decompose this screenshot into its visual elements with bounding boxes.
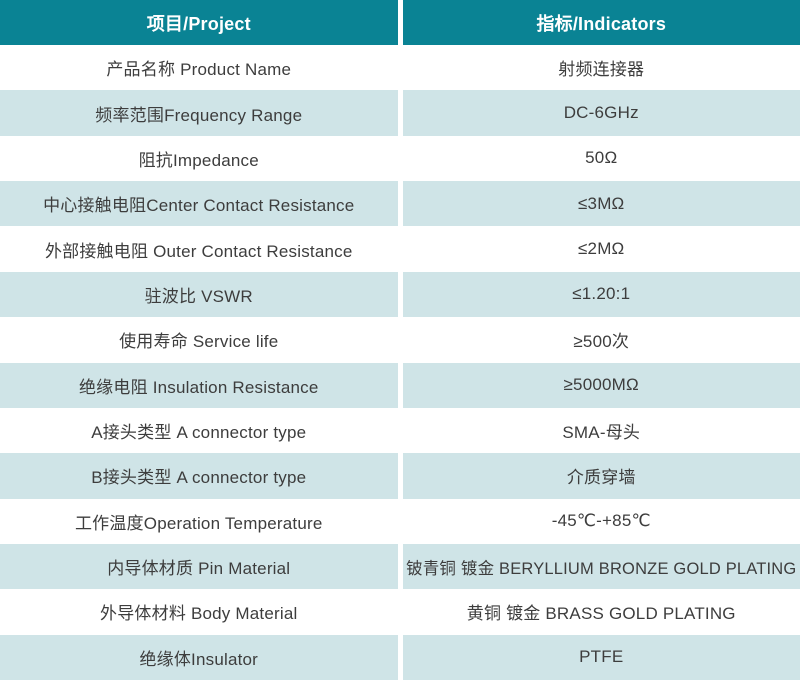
table-row-frequency-range: 频率范围Frequency Range DC-6GHz bbox=[0, 90, 800, 136]
indicator-value: 介质穿墙 bbox=[566, 468, 636, 488]
project-cell: 频率范围Frequency Range bbox=[0, 90, 398, 136]
table-row-service-life: 使用寿命 Service life ≥500次 bbox=[0, 317, 800, 363]
indicator-cell: 黄铜 镀金 BRASS GOLD PLATING bbox=[402, 589, 800, 635]
table-row-center-contact-resistance: 中心接触电阻Center Contact Resistance ≤3MΩ bbox=[0, 181, 800, 227]
project-label: 驻波比 VSWR bbox=[144, 286, 253, 306]
indicator-value: ≤1.20:1 bbox=[572, 284, 631, 304]
project-cell: 外部接触电阻 Outer Contact Resistance bbox=[0, 226, 398, 272]
indicator-cell: SMA-母头 bbox=[402, 407, 800, 454]
project-label: 绝缘体Insulator bbox=[139, 649, 259, 669]
project-label: 中心接触电阻Center Contact Resistance bbox=[43, 196, 355, 216]
project-cell: 内导体材质 Pin Material bbox=[0, 543, 398, 590]
header-project-label: 项目/Project bbox=[146, 13, 251, 34]
project-label: 绝缘电阻 Insulation Resistance bbox=[78, 377, 319, 397]
project-cell: 绝缘电阻 Insulation Resistance bbox=[0, 362, 398, 408]
project-cell: 中心接触电阻Center Contact Resistance bbox=[0, 181, 398, 227]
project-cell: 使用寿命 Service life bbox=[0, 317, 398, 363]
indicator-value: ≤3MΩ bbox=[578, 193, 625, 213]
table-row-impedance: 阻抗Impedance 50Ω bbox=[0, 135, 800, 182]
indicator-value: PTFE bbox=[579, 647, 624, 667]
project-cell: A接头类型 A connector type bbox=[0, 407, 398, 454]
indicator-cell: DC-6GHz bbox=[402, 90, 800, 136]
table-row-vswr: 驻波比 VSWR ≤1.20:1 bbox=[0, 271, 800, 318]
table-row-b-connector-type: B接头类型 A connector type 介质穿墙 bbox=[0, 453, 800, 499]
table-row-insulation-resistance: 绝缘电阻 Insulation Resistance ≥5000MΩ bbox=[0, 362, 800, 408]
indicator-value: 黄铜 镀金 BRASS GOLD PLATING bbox=[466, 604, 736, 624]
indicator-cell: 铍青铜 镀金 BERYLLIUM BRONZE GOLD PLATING bbox=[402, 543, 800, 590]
table-row-insulator: 绝缘体Insulator PTFE bbox=[0, 634, 800, 680]
indicator-cell: PTFE bbox=[402, 634, 800, 680]
table-row-outer-contact-resistance: 外部接触电阻 Outer Contact Resistance ≤2MΩ bbox=[0, 226, 800, 272]
indicator-value: SMA-母头 bbox=[562, 423, 641, 443]
indicator-cell: 射频连接器 bbox=[402, 45, 800, 91]
header-indicator-label: 指标/Indicators bbox=[536, 13, 667, 34]
project-cell: B接头类型 A connector type bbox=[0, 453, 398, 499]
indicator-value: 50Ω bbox=[585, 148, 618, 168]
table-header-row: 项目/Project 指标/Indicators bbox=[0, 0, 800, 45]
project-cell: 绝缘体Insulator bbox=[0, 634, 398, 680]
indicator-value: ≥5000MΩ bbox=[563, 375, 639, 395]
indicator-cell: ≥500次 bbox=[402, 317, 800, 363]
project-label: 外导体材料 Body Material bbox=[100, 604, 298, 624]
project-cell: 产品名称 Product Name bbox=[0, 45, 398, 91]
project-cell: 外导体材料 Body Material bbox=[0, 589, 398, 635]
project-label: 外部接触电阻 Outer Contact Resistance bbox=[44, 241, 353, 261]
indicator-cell: 50Ω bbox=[402, 135, 800, 182]
project-label: B接头类型 A connector type bbox=[91, 468, 307, 488]
table-row-product-name: 产品名称 Product Name 射频连接器 bbox=[0, 45, 800, 91]
indicator-cell: 介质穿墙 bbox=[402, 453, 800, 499]
indicator-value: DC-6GHz bbox=[563, 103, 639, 123]
project-cell: 工作温度Operation Temperature bbox=[0, 498, 398, 544]
indicator-cell: ≤3MΩ bbox=[402, 181, 800, 227]
indicator-value: -45℃-+85℃ bbox=[551, 511, 651, 531]
header-cell-project: 项目/Project bbox=[0, 0, 398, 45]
indicator-value: 铍青铜 镀金 BERYLLIUM BRONZE GOLD PLATING bbox=[406, 559, 797, 578]
indicator-value: 射频连接器 bbox=[558, 60, 645, 80]
indicator-value: ≥500次 bbox=[573, 332, 630, 352]
indicator-cell: ≥5000MΩ bbox=[402, 362, 800, 408]
indicator-cell: ≤1.20:1 bbox=[402, 271, 800, 318]
indicator-value: ≤2MΩ bbox=[578, 239, 625, 259]
indicator-cell: ≤2MΩ bbox=[402, 226, 800, 272]
indicator-cell: -45℃-+85℃ bbox=[402, 498, 800, 544]
project-label: A接头类型 A connector type bbox=[91, 423, 307, 443]
table-row-a-connector-type: A接头类型 A connector type SMA-母头 bbox=[0, 407, 800, 454]
project-label: 工作温度Operation Temperature bbox=[74, 513, 323, 533]
project-label: 内导体材质 Pin Material bbox=[107, 559, 291, 579]
project-label: 阻抗Impedance bbox=[138, 150, 259, 170]
table-row-body-material: 外导体材料 Body Material 黄铜 镀金 BRASS GOLD PLA… bbox=[0, 589, 800, 635]
table-row-pin-material: 内导体材质 Pin Material 铍青铜 镀金 BERYLLIUM BRON… bbox=[0, 543, 800, 590]
project-label: 频率范围Frequency Range bbox=[95, 105, 303, 125]
project-label: 产品名称 Product Name bbox=[106, 60, 292, 80]
header-cell-indicator: 指标/Indicators bbox=[402, 0, 800, 45]
project-cell: 阻抗Impedance bbox=[0, 135, 398, 182]
table-row-operation-temperature: 工作温度Operation Temperature -45℃-+85℃ bbox=[0, 498, 800, 544]
project-cell: 驻波比 VSWR bbox=[0, 271, 398, 318]
project-label: 使用寿命 Service life bbox=[119, 332, 279, 352]
